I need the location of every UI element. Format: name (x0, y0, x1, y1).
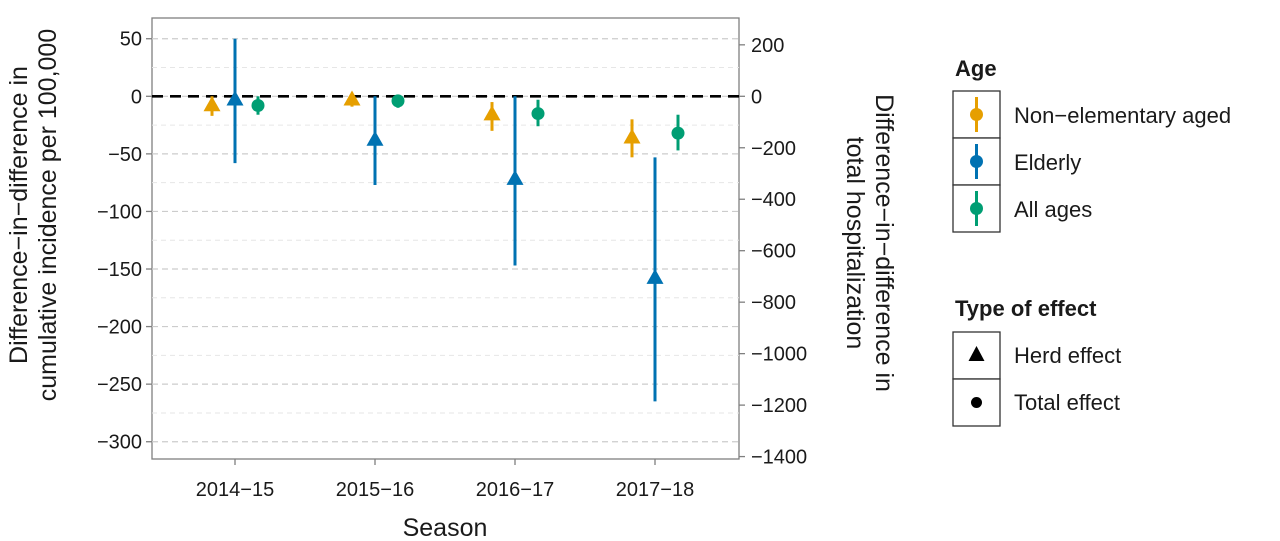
x-tick-label: 2016−17 (476, 479, 554, 501)
y-left-axis: 50 0 −50 −100 −150 −200 −250 −300 (97, 29, 152, 454)
x-axis-title: Season (403, 514, 488, 541)
point-non-elementary-aged (623, 128, 641, 144)
plot-panel (151, 17, 740, 460)
legend-key-herd-effect (952, 331, 1001, 380)
legend-age: Age Non−elementary aged Elderly All ages (952, 56, 1231, 233)
point-all-ages (391, 94, 405, 108)
legend-key-dot (970, 155, 983, 168)
point-non-elementary-aged (343, 90, 361, 106)
y-right-axis-title-line-1: Difference−in−difference in (870, 94, 898, 392)
y-right-tick-label: −800 (751, 292, 796, 314)
y-left-tick-label: −50 (108, 144, 142, 166)
legend-effect: Type of effect Herd effect Total effect (952, 296, 1121, 427)
y-right-tick-label: 0 (751, 86, 762, 108)
triangle-icon (968, 346, 985, 361)
legend-label-all-ages: All ages (1014, 197, 1092, 222)
point-all-ages (671, 126, 685, 140)
legend-age-title: Age (955, 56, 997, 81)
y-right-tick-label: 200 (751, 35, 784, 57)
y-right-tick-label: −600 (751, 241, 796, 263)
legend-label-non-elementary-aged: Non−elementary aged (1014, 103, 1231, 128)
y-left-tick-label: −150 (97, 259, 142, 281)
point-elderly (366, 130, 384, 146)
y-left-tick-label: −200 (97, 317, 142, 339)
y-right-axis-title: Difference−in−difference in total hospit… (841, 94, 898, 392)
legend-key-dot (970, 108, 983, 121)
point-non-elementary-aged (203, 96, 221, 112)
point-all-ages (531, 107, 545, 121)
legend-label-elderly: Elderly (1014, 150, 1081, 175)
x-axis: 2014−15 2015−16 2016−17 2017−18 (196, 459, 694, 501)
point-all-ages (251, 99, 265, 113)
x-tick-label: 2017−18 (616, 479, 694, 501)
x-tick-label: 2015−16 (336, 479, 414, 501)
y-right-tick-label: −200 (751, 138, 796, 160)
y-right-tick-label: −1200 (751, 395, 807, 417)
point-elderly (226, 90, 244, 106)
legend-key-dot (970, 202, 983, 215)
y-right-tick-label: −1400 (751, 447, 807, 469)
y-left-axis-title-line-1: Difference−in−difference in (5, 66, 33, 364)
data-points (203, 90, 685, 284)
point-non-elementary-aged (483, 105, 501, 121)
legend-age-keys (952, 90, 1001, 233)
legend-effect-title: Type of effect (955, 296, 1097, 321)
x-tick-label: 2014−15 (196, 479, 274, 501)
y-left-tick-label: 50 (120, 29, 142, 51)
y-left-tick-label: −100 (97, 201, 142, 223)
legend-label-total-effect: Total effect (1014, 390, 1120, 415)
point-elderly (506, 169, 524, 185)
point-elderly (646, 268, 664, 284)
y-right-axis-title-line-2: total hospitalization (841, 137, 869, 350)
y-left-tick-label: −250 (97, 374, 142, 396)
y-left-tick-label: 0 (131, 86, 142, 108)
y-left-axis-title: Difference−in−difference in cumulative i… (5, 29, 62, 401)
circle-icon (971, 397, 982, 408)
y-right-tick-label: −400 (751, 189, 796, 211)
legend-key-total-effect (952, 378, 1001, 427)
grid (152, 38, 739, 443)
y-right-axis: 200 0 −200 −400 −600 −800 −1000 −1200 −1400 (739, 35, 807, 469)
y-left-axis-title-line-2: cumulative incidence per 100,000 (34, 29, 62, 401)
y-left-tick-label: −300 (97, 432, 142, 454)
y-right-tick-label: −1000 (751, 344, 807, 366)
legend-label-herd-effect: Herd effect (1014, 343, 1121, 368)
